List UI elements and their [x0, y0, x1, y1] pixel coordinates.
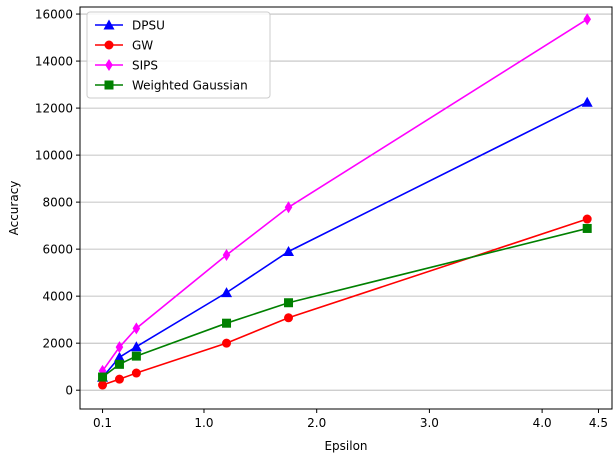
- series-dpsu: [97, 96, 593, 382]
- legend-item-weighted-gaussian: Weighted Gaussian: [95, 79, 248, 93]
- grid-lines: [80, 13, 612, 391]
- data-point-gw: [131, 368, 141, 378]
- x-tick-label: 1.0: [194, 416, 213, 430]
- legend-label: DPSU: [132, 19, 165, 33]
- legend-item-sips: SIPS: [95, 59, 158, 73]
- y-tick-label: 10000: [35, 149, 73, 163]
- y-tick-label: 12000: [35, 102, 73, 116]
- legend-label: Weighted Gaussian: [132, 79, 248, 93]
- series-weighted-gaussian: [98, 223, 592, 382]
- data-point-dpsu: [221, 287, 233, 298]
- series-line-dpsu: [101, 101, 588, 378]
- x-tick-label: 3.0: [420, 416, 439, 430]
- axis-ticks: 0 2000 4000 6000 8000 10000 12000 14000 16000 0.1…: [35, 8, 608, 430]
- series-lines: [97, 13, 593, 390]
- data-point-gw: [582, 214, 592, 224]
- legend-marker: [103, 19, 115, 30]
- x-tick-label: 4.5: [589, 416, 608, 430]
- data-point-gw: [222, 338, 232, 348]
- data-point-gw: [114, 374, 124, 384]
- data-point-weighted-gaussian: [582, 223, 592, 233]
- data-point-gw: [284, 313, 294, 323]
- legend-label: SIPS: [132, 59, 158, 73]
- y-tick-label: 16000: [35, 8, 73, 22]
- data-point-weighted-gaussian: [284, 298, 294, 308]
- legend-marker: [104, 40, 114, 50]
- data-point-sips: [132, 322, 141, 335]
- series-line-sips: [101, 18, 588, 372]
- y-tick-label: 0: [65, 384, 73, 398]
- data-point-weighted-gaussian: [114, 359, 124, 369]
- legend-marker: [105, 59, 113, 71]
- data-point-sips: [284, 201, 293, 214]
- data-point-gw: [98, 380, 108, 390]
- y-axis-label: Accuracy: [7, 181, 21, 236]
- series-gw: [98, 214, 592, 390]
- y-tick-label: 2000: [42, 337, 73, 351]
- legend-item-dpsu: DPSU: [95, 19, 165, 33]
- data-point-dpsu: [130, 341, 142, 352]
- legend-label: GW: [132, 39, 153, 53]
- data-point-weighted-gaussian: [222, 318, 232, 328]
- x-tick-label: 0.1: [93, 416, 112, 430]
- y-tick-label: 6000: [42, 243, 73, 257]
- x-axis-label: Epsilon: [324, 439, 367, 453]
- data-point-sips: [115, 341, 124, 354]
- data-point-dpsu: [283, 245, 295, 256]
- data-point-sips: [583, 13, 592, 26]
- y-tick-label: 4000: [42, 290, 73, 304]
- data-point-sips: [222, 249, 231, 262]
- legend: DPSU GW SIPS Weighted Gaussian: [86, 11, 271, 99]
- data-point-weighted-gaussian: [98, 372, 108, 382]
- series-line-gw: [102, 218, 588, 386]
- data-point-dpsu: [581, 96, 593, 107]
- series-line-weighted-gaussian: [102, 227, 588, 378]
- legend-box: [86, 11, 271, 99]
- plot-area-frame: [79, 6, 613, 410]
- data-point-weighted-gaussian: [131, 351, 141, 361]
- legend-marker: [104, 80, 114, 90]
- x-tick-label: 2.0: [307, 416, 326, 430]
- data-point-dpsu: [113, 351, 125, 362]
- x-tick-label: 4.0: [533, 416, 552, 430]
- y-tick-label: 8000: [42, 196, 73, 210]
- y-tick-label: 14000: [35, 55, 73, 69]
- legend-item-gw: GW: [95, 39, 153, 53]
